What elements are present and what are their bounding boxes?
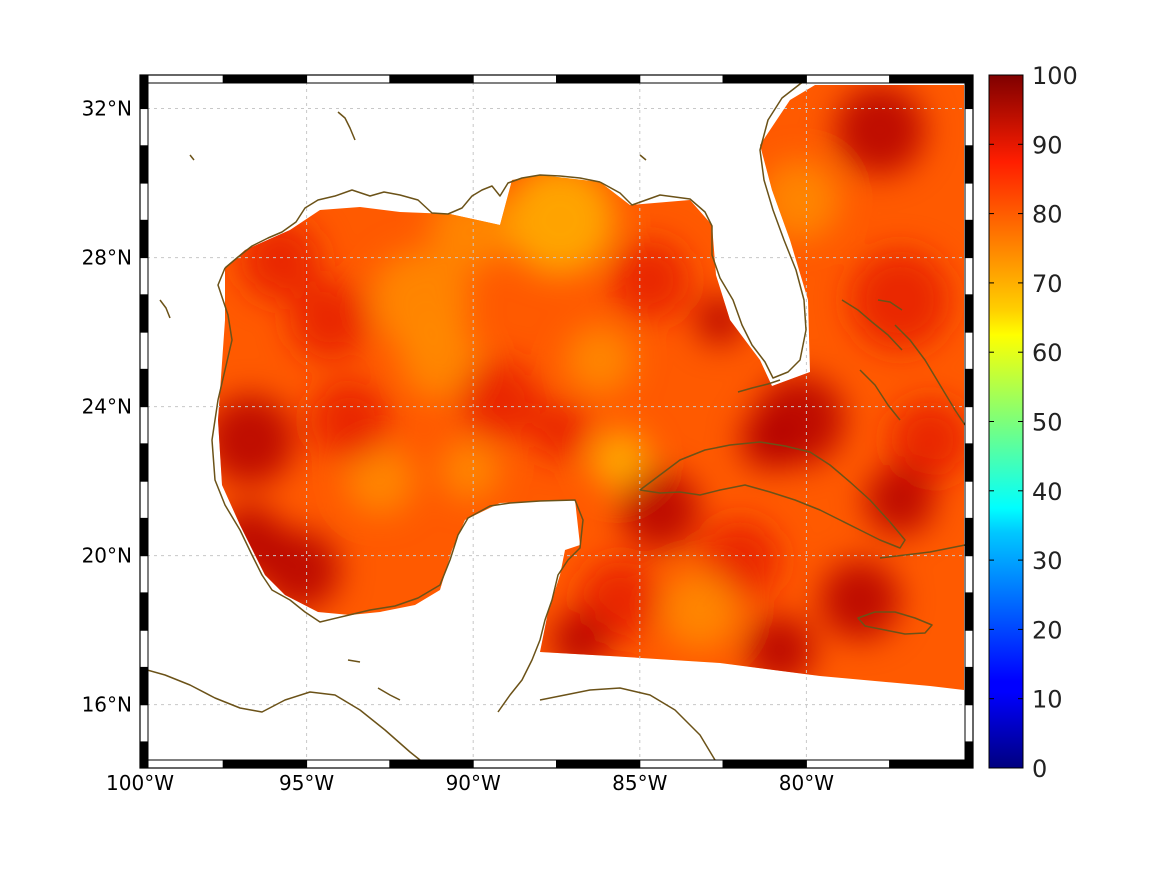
frame-segment-right (964, 219, 974, 259)
colorbar-tick-label: 90 (1032, 131, 1063, 159)
frame-segment-left (139, 443, 149, 482)
frame-segment-top (805, 74, 891, 84)
frame-segment-left (139, 182, 149, 221)
frame-segment-left (139, 741, 149, 769)
colorbar-tick-label: 10 (1032, 686, 1063, 714)
colorbar-gradient (988, 74, 1024, 769)
frame-segment-right (964, 517, 974, 557)
frame-segment-right (964, 480, 974, 519)
frame-segment-left (139, 145, 149, 184)
colorbar-tick-label: 20 (1032, 616, 1063, 644)
frame-segment-bottom (472, 759, 558, 769)
frame-segment-right (964, 592, 974, 631)
frame-segment-right (964, 406, 974, 445)
frame-segment-top (556, 74, 641, 84)
frame-segment-left (139, 74, 149, 110)
colorbar-tick-label: 100 (1032, 62, 1078, 90)
frame-segment-right (964, 666, 974, 706)
lat-tick-label: 20°N (82, 544, 132, 568)
frame-segment-top (722, 74, 807, 84)
lat-tick-label: 28°N (82, 246, 132, 270)
frame-segment-left (139, 294, 149, 333)
frame-segment-left (139, 257, 149, 296)
lon-tick-label: 80°W (779, 771, 834, 795)
map-data-field (218, 85, 964, 690)
frame-segment-left (139, 666, 149, 706)
frame-segment-bottom (139, 759, 224, 769)
frame-segment-left (139, 331, 149, 370)
lon-tick-label: 85°W (612, 771, 667, 795)
frame-segment-right (964, 368, 974, 408)
frame-segment-right (964, 145, 974, 184)
lat-tick-label: 32°N (82, 97, 132, 121)
colorbar-tick-label: 30 (1032, 547, 1063, 575)
coastline-outlines (140, 75, 966, 768)
frame-segment-right (964, 629, 974, 668)
frame-segment-bottom (222, 759, 308, 769)
frame-segment-bottom (805, 759, 891, 769)
frame-segment-bottom (889, 759, 974, 769)
frame-segment-right (964, 331, 974, 370)
frame-segment-top (306, 74, 391, 84)
colorbar-tick-label: 40 (1032, 478, 1063, 506)
frame-segment-right (964, 704, 974, 743)
frame-segment-bottom (639, 759, 724, 769)
frame-segment-right (964, 108, 974, 147)
frame-segment-top (389, 74, 474, 84)
colorbar-tick-label: 60 (1032, 339, 1063, 367)
colorbar-tick-label: 80 (1032, 201, 1063, 229)
lon-tick-label: 95°W (279, 771, 334, 795)
frame-segment-left (139, 629, 149, 668)
colorbar-tick-label: 70 (1032, 270, 1063, 298)
frame-segment-right (964, 294, 974, 333)
map-gridlines (140, 75, 973, 768)
frame-segment-top (139, 74, 224, 84)
frame-segment-right (964, 555, 974, 594)
longitude-tick-labels: 100°W 95°W 90°W 85°W 80°W (106, 771, 834, 795)
lat-tick-label: 24°N (82, 395, 132, 419)
lat-tick-label: 16°N (82, 693, 132, 717)
frame-segment-left (139, 555, 149, 594)
frame-segment-top (222, 74, 308, 84)
frame-segment-right (964, 257, 974, 296)
frame-segment-left (139, 108, 149, 147)
frame-segment-left (139, 480, 149, 519)
frame-segment-bottom (556, 759, 641, 769)
frame-segment-bottom (306, 759, 391, 769)
map-frame (139, 74, 974, 769)
frame-segment-left (139, 219, 149, 259)
frame-segment-left (139, 704, 149, 743)
frame-segment-right (964, 443, 974, 482)
colorbar-tick-label: 0 (1032, 755, 1047, 783)
frame-segment-right (964, 74, 974, 110)
frame-segment-top (889, 74, 974, 84)
frame-segment-bottom (389, 759, 474, 769)
frame-segment-right (964, 182, 974, 221)
frame-segment-top (472, 74, 558, 84)
latitude-tick-labels: 16°N 20°N 24°N 28°N 32°N (82, 97, 132, 717)
lon-tick-label: 90°W (446, 771, 501, 795)
frame-segment-left (139, 368, 149, 408)
frame-segment-right (964, 741, 974, 769)
frame-segment-left (139, 592, 149, 631)
frame-segment-left (139, 517, 149, 557)
frame-segment-bottom (722, 759, 807, 769)
frame-segment-top (639, 74, 724, 84)
frame-border (139, 74, 974, 769)
colorbar-tick-label: 50 (1032, 409, 1063, 437)
frame-segment-left (139, 406, 149, 445)
lon-tick-label: 100°W (106, 771, 174, 795)
